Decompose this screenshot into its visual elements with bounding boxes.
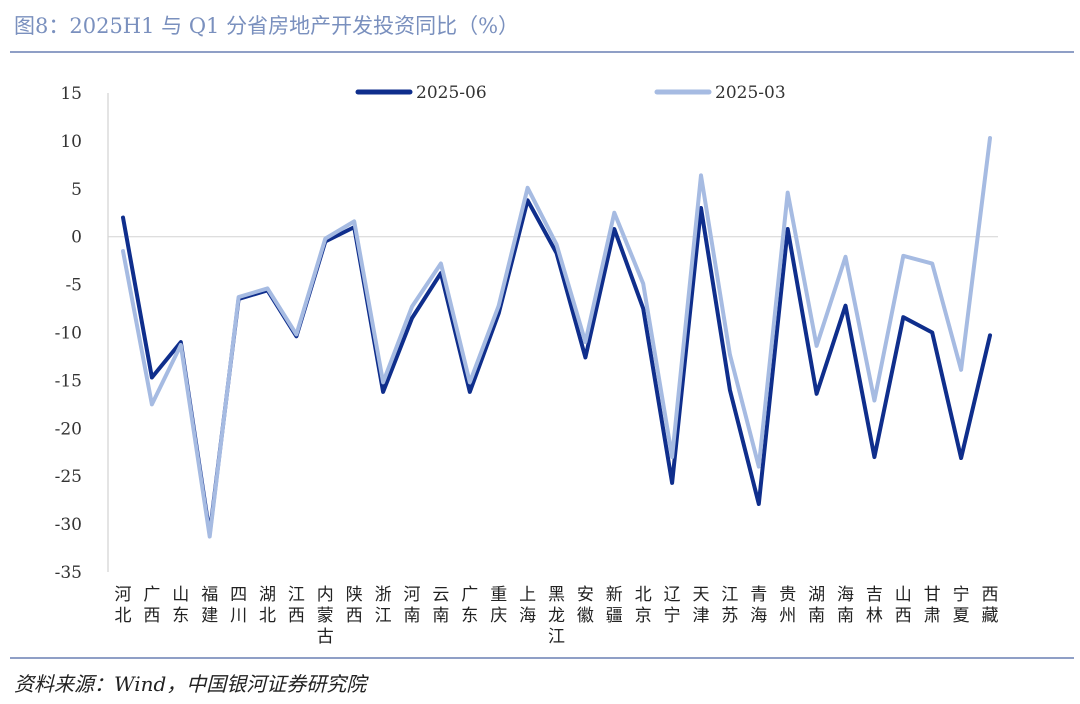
- x-tick-label: 宁夏: [953, 585, 970, 626]
- y-tick-label: 10: [60, 132, 82, 152]
- y-tick-label: 5: [71, 180, 82, 200]
- y-tick-label: -20: [55, 419, 82, 439]
- x-tick-label: 安徽: [577, 585, 594, 626]
- x-tick-label: 北京: [635, 585, 652, 626]
- x-tick-label: 河北: [115, 585, 132, 626]
- x-tick-label: 福建: [201, 585, 218, 626]
- x-tick-label: 陕西: [346, 585, 363, 626]
- y-tick-label: 15: [60, 84, 82, 104]
- x-tick-label: 云南: [432, 585, 449, 626]
- legend-label-2025-03: 2025-03: [715, 83, 786, 103]
- top-rule: [10, 51, 1074, 53]
- x-tick-label: 山西: [895, 585, 912, 626]
- x-tick-label: 内蒙古: [317, 585, 334, 647]
- y-tick-label: -10: [55, 324, 82, 344]
- x-tick-label: 西藏: [982, 585, 999, 626]
- x-tick-label: 辽宁: [664, 585, 681, 626]
- y-tick-label: -15: [55, 371, 82, 391]
- y-tick-label: -30: [55, 515, 82, 535]
- x-tick-label: 吉林: [866, 585, 883, 626]
- legend-label-2025-06: 2025-06: [416, 83, 487, 103]
- bottom-rule: [10, 657, 1074, 659]
- chart-title: 图8：2025H1 与 Q1 分省房地产开发投资同比（%）: [14, 14, 520, 38]
- y-tick-label: -5: [65, 276, 82, 296]
- x-tick-label: 湖南: [808, 585, 825, 626]
- y-tick-label: -25: [55, 467, 82, 487]
- x-tick-label: 河南: [404, 585, 421, 626]
- y-tick-label: 0: [71, 228, 82, 248]
- x-tick-label: 重庆: [490, 585, 507, 626]
- source-note: 资料来源：Wind，中国银河证券研究院: [14, 672, 367, 696]
- x-tick-label: 海南: [837, 585, 854, 626]
- x-tick-label: 广东: [461, 585, 478, 626]
- x-tick-label: 江苏: [721, 585, 738, 626]
- x-tick-label: 上海: [519, 585, 536, 626]
- x-tick-label: 新疆: [606, 585, 623, 626]
- line-chart: 15 10 5 0 -5 -10 -15 -20 -25 -30 -35 河北广西山东福建四川湖北江西…: [55, 83, 999, 647]
- x-tick-label: 甘肃: [924, 585, 941, 626]
- x-tick-label: 广西: [143, 585, 160, 626]
- x-tick-label: 青海: [750, 585, 767, 626]
- x-tick-label: 四川: [230, 585, 247, 626]
- x-tick-label: 江西: [288, 585, 305, 626]
- x-tick-label: 贵州: [779, 585, 796, 626]
- y-tick-label: -35: [55, 563, 82, 583]
- x-tick-label: 浙江: [375, 585, 392, 626]
- x-tick-label: 黑龙江: [548, 585, 565, 647]
- series-line-2025-03: [121, 136, 992, 539]
- x-tick-label: 山东: [172, 585, 189, 626]
- x-tick-label: 天津: [693, 585, 710, 626]
- x-tick-label: 湖北: [259, 585, 276, 626]
